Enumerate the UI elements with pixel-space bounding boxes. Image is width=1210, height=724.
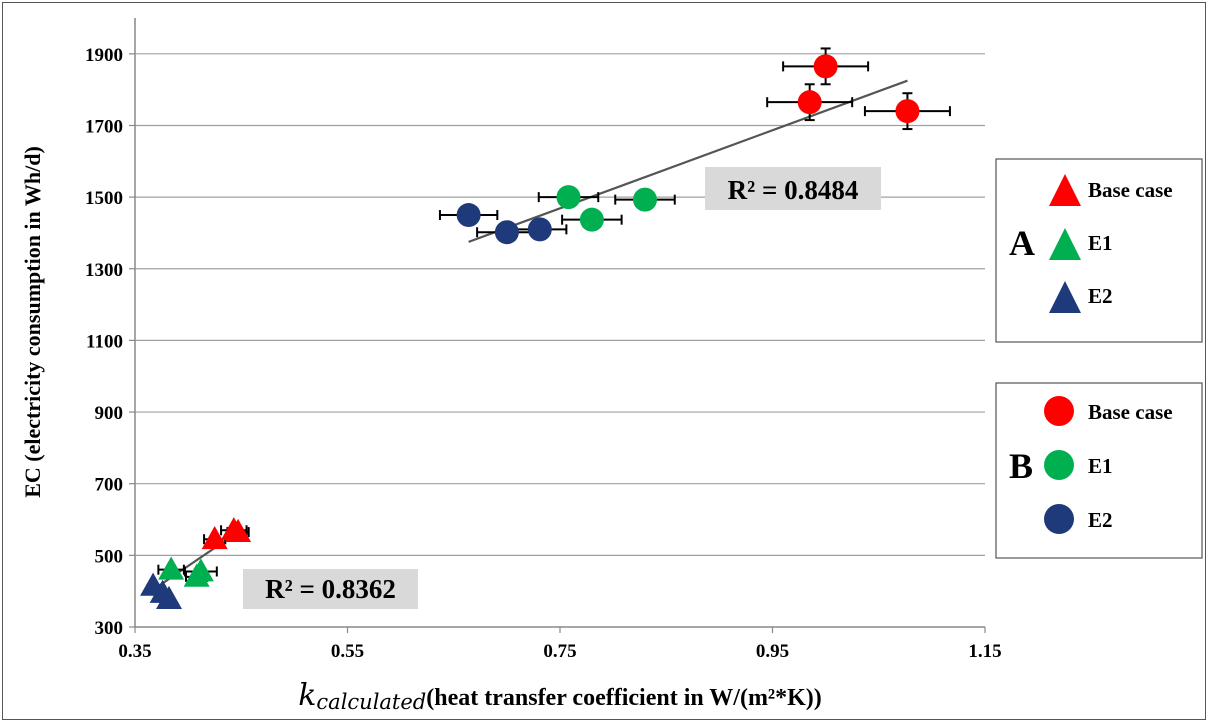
r-squared-label-b: R² = 0.8484 [728, 175, 859, 205]
data-point-triangle [158, 556, 185, 580]
data-point-triangle [183, 563, 210, 587]
data-point-circle [579, 207, 604, 232]
x-tick-label: 0.55 [331, 641, 364, 662]
legend-b-e1: E1 [1088, 454, 1113, 478]
legend-a-e2: E2 [1088, 284, 1113, 308]
y-tick-labels: 300 500 700 900 1100 1300 1500 1700 1900 [85, 45, 123, 639]
data-point-circle [556, 185, 581, 210]
data-point-triangle [201, 526, 228, 550]
data-point-circle [527, 217, 552, 242]
x-tick-label: 0.95 [756, 641, 789, 662]
legend-b: B Base case E1 E2 [995, 382, 1203, 559]
gridlines [129, 53, 986, 633]
legend-a-base-case: Base case [1088, 178, 1173, 202]
data-point-circle [797, 90, 822, 115]
legend-b-group-label: B [1009, 446, 1033, 486]
error-bars [157, 47, 951, 582]
legend-a-e1: E1 [1088, 231, 1113, 255]
legend-b-circle-base [1044, 396, 1074, 426]
legend-a-triangle-base [1049, 174, 1081, 206]
x-axis-title: kcalculated(heat transfer coefficient in… [298, 678, 822, 714]
y-tick-label: 1900 [85, 45, 123, 66]
data-point-circle [633, 187, 657, 212]
legend-b-circle-e1 [1044, 450, 1074, 480]
r-squared-box [243, 569, 418, 609]
legend-b-base-case: Base case [1088, 400, 1173, 424]
y-tick-label: 300 [95, 618, 124, 639]
data-point-circle [494, 220, 519, 245]
trendlines [150, 79, 908, 593]
y-tick-label: 900 [95, 403, 124, 424]
legend-a: A Base case E1 E2 [995, 158, 1203, 343]
data-point-circle [456, 203, 481, 228]
x-tick-label: 1.15 [968, 641, 1001, 662]
legend-a-triangle-e2 [1049, 281, 1081, 313]
r-squared-labels: R² = 0.8362 R² = 0.8484 [243, 167, 881, 609]
y-tick-label: 500 [95, 546, 124, 567]
y-axis-title: EC (electricity consumption in Wh/d) [20, 146, 45, 498]
y-tick-label: 700 [95, 475, 124, 496]
x-tick-label: 0.75 [543, 641, 576, 662]
x-axis-text: (heat transfer coefficient in W/(m²*K)) [426, 685, 822, 711]
legend-b-e2: E2 [1088, 508, 1113, 532]
data-points [140, 54, 920, 609]
legend-a-triangle-e1 [1049, 228, 1081, 260]
data-point-triangle [225, 518, 252, 542]
r-squared-label-a: R² = 0.8362 [265, 574, 396, 604]
y-tick-label: 1100 [86, 331, 123, 352]
x-tick-labels: 0.35 0.55 0.75 0.95 1.15 [118, 641, 1001, 662]
x-axis-subscript: calculated [316, 690, 426, 714]
axes [134, 18, 985, 628]
data-point-triangle [156, 585, 182, 609]
data-point-circle [813, 54, 838, 79]
y-tick-label: 1300 [85, 260, 123, 281]
x-tick-label: 0.35 [118, 641, 151, 662]
r-squared-box [705, 167, 881, 210]
x-axis-symbol: k [298, 678, 316, 713]
y-tick-label: 1700 [85, 116, 123, 137]
y-tick-label: 1500 [85, 188, 123, 209]
legend-b-circle-e2 [1044, 504, 1074, 534]
trendline-b [468, 79, 908, 243]
legend-a-group-label: A [1009, 223, 1035, 263]
data-point-circle [895, 99, 920, 124]
